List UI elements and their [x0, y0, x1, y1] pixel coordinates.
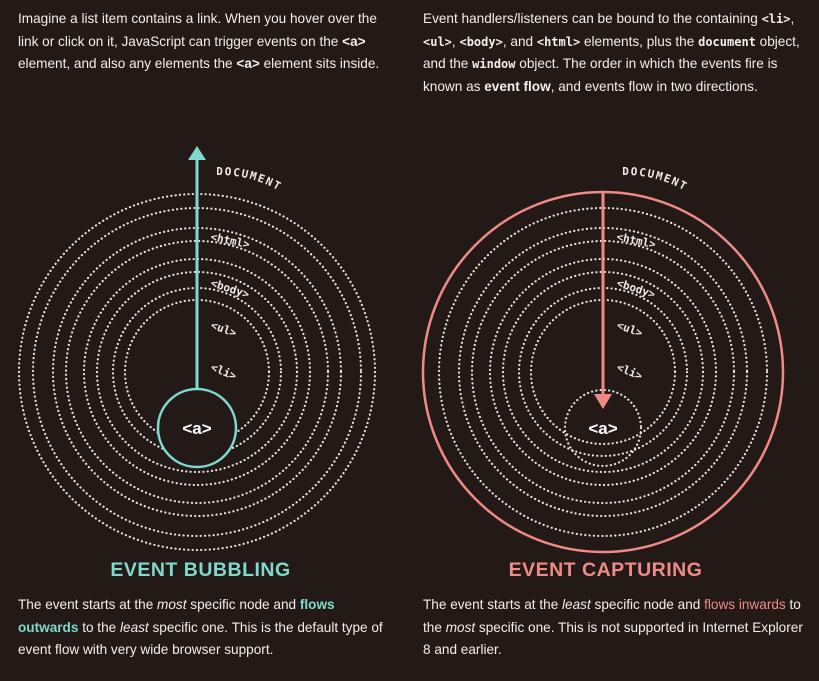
emphasis-most: most [445, 619, 476, 635]
window-code: window [472, 57, 516, 71]
separator: , and [502, 33, 537, 49]
separator: , [451, 33, 460, 49]
li-tag-code: <li> [761, 12, 791, 26]
description-text: to the [78, 619, 120, 635]
ul-tag-code: <ul> [423, 34, 452, 49]
document-ring-inner [31, 206, 363, 538]
separator: , [790, 11, 795, 26]
a-element-label: <a> [588, 419, 617, 438]
body-ring [488, 257, 718, 487]
body-tag-code: <body> [459, 34, 503, 49]
body-ring [82, 257, 312, 487]
description-text: specific node and [186, 597, 300, 612]
description-text: to the [423, 597, 801, 635]
html-ring-inner [470, 239, 736, 505]
intro-right-text: object. The order in which the events fi… [423, 56, 778, 94]
bubbling-arrow-head [188, 146, 206, 160]
html-ring-inner [64, 239, 330, 505]
intro-right-text: Event handlers/listeners can be bound to… [423, 11, 762, 26]
ul-label: <ul> [615, 319, 645, 340]
intro-left-text: element sits inside. [259, 56, 380, 71]
bubbling-description: The event starts at the most specific no… [18, 594, 393, 662]
emphasis-most: most [157, 597, 187, 612]
document-label: DOCUMENT [216, 165, 284, 194]
description-text: The event starts at the [18, 597, 158, 612]
emphasis-least: least [562, 597, 591, 612]
description-text: specific one. This is not supported in I… [423, 619, 803, 658]
capturing-diagram: DOCUMENT <html> <body> <ul> <li> <a> [421, 165, 785, 554]
document-ring-inner [437, 206, 769, 538]
intro-right-text: elements, plus the [580, 33, 699, 49]
body-label: <body> [615, 276, 657, 301]
bubbling-diagram: DOCUMENT <html> <body> <ul> <li> <a> [17, 146, 377, 552]
description-text: specific one. This is the default type o… [18, 619, 383, 658]
emphasis-least: least [120, 619, 149, 635]
html-label: <html> [615, 230, 657, 251]
document-label: DOCUMENT [622, 165, 690, 194]
a-element-ring [563, 388, 643, 468]
intro-right-paragraph: Event handlers/listeners can be bound to… [423, 8, 808, 98]
event-bubbling-heading: EVENT BUBBLING [110, 559, 291, 581]
a-element-label: <a> [182, 419, 211, 438]
document-code: document [698, 34, 756, 49]
li-label: <li> [209, 361, 239, 383]
li-label: <li> [615, 361, 645, 383]
html-label: <html> [209, 230, 251, 251]
capturing-arrow-head [594, 394, 612, 409]
body-ring-inner [95, 270, 299, 474]
description-text: The event starts at the [423, 597, 563, 612]
a-tag-code: <a> [236, 56, 260, 71]
intro-left-text: element, and also any elements the [18, 56, 237, 71]
ul-label: <ul> [209, 319, 239, 340]
intro-right-text: , and events flow in two directions. [550, 78, 758, 94]
body-ring-inner [501, 270, 705, 474]
event-flow-term: event flow [484, 78, 551, 94]
body-label: <body> [209, 276, 251, 301]
intro-left-paragraph: Imagine a list item contains a link. Whe… [18, 8, 383, 76]
description-text: specific node and [590, 597, 705, 612]
capturing-description: The event starts at the least specific n… [423, 594, 808, 662]
flows-outwards-highlight: flows outwards [18, 597, 335, 635]
html-tag-code: <html> [536, 34, 581, 49]
flows-inwards-highlight: flows inwards [704, 597, 786, 612]
intro-right-text: object, and the [423, 33, 800, 72]
a-tag-code: <a> [342, 33, 366, 49]
event-capturing-heading: EVENT CAPTURING [508, 559, 703, 581]
intro-left-text: Imagine a list item contains a link. Whe… [18, 11, 377, 49]
